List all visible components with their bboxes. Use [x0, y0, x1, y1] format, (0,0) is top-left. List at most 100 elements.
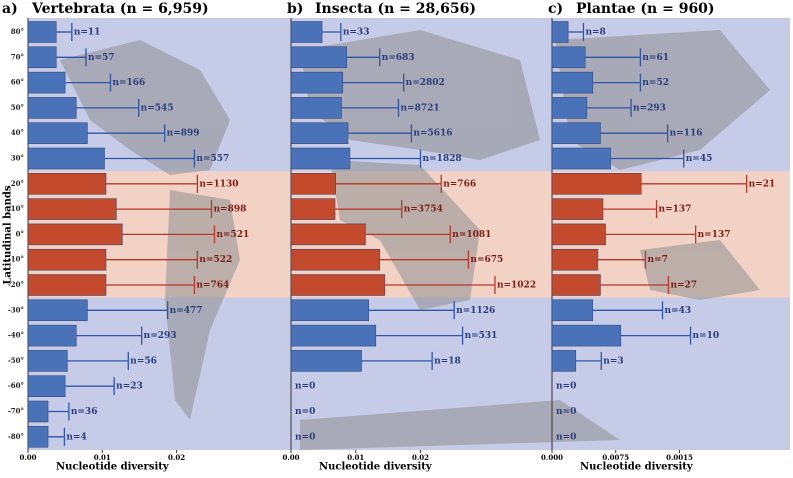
n-label: n=137	[659, 205, 692, 215]
bar	[27, 248, 107, 271]
n-label: n=57	[88, 53, 115, 63]
n-label: n=1126	[456, 306, 495, 316]
x-tick-label: 0.02	[412, 453, 429, 462]
bar	[551, 248, 599, 271]
bar	[290, 122, 349, 144]
bar	[290, 223, 366, 246]
n-label: n=56	[130, 356, 157, 366]
panel-label: a)	[2, 1, 18, 17]
bar	[290, 21, 323, 43]
n-label: n=1022	[497, 281, 536, 291]
bar	[551, 198, 604, 220]
bar	[27, 223, 123, 246]
y-tick-label: 60°	[11, 78, 24, 87]
n-label: n=5616	[413, 129, 452, 139]
n-label: n=899	[167, 129, 200, 139]
bar	[27, 426, 49, 448]
n-label: n=45	[686, 154, 713, 164]
bar	[551, 274, 601, 296]
n-label: n=27	[670, 281, 697, 291]
x-tick-label: 0.00	[282, 453, 299, 462]
bar	[290, 97, 342, 119]
panel-title: Plantae (n = 960)	[576, 1, 715, 17]
n-label: n=61	[642, 53, 669, 63]
bar	[27, 299, 88, 322]
y-tick-label: -60°	[8, 381, 24, 390]
x-axis-label: Nucleotide diversity	[580, 462, 694, 473]
bar	[27, 274, 107, 296]
bar	[27, 122, 88, 144]
x-tick-label: 0.0075	[602, 453, 629, 462]
n-label: n=137	[698, 230, 731, 240]
n-label: n=8	[585, 28, 605, 38]
bar	[290, 299, 369, 322]
bar	[551, 173, 642, 195]
n-label: n=11	[74, 28, 101, 38]
n-label: n=521	[216, 230, 249, 240]
bar	[27, 198, 117, 220]
y-tick-label: -20°	[8, 280, 24, 289]
n-label: n=898	[213, 205, 246, 215]
bar	[290, 71, 344, 94]
y-tick-label: -50°	[8, 356, 24, 365]
bar	[27, 21, 57, 43]
n-label: n=8721	[400, 103, 439, 113]
y-tick-label: -40°	[8, 331, 24, 340]
n-label: n=764	[196, 281, 229, 291]
bar	[27, 71, 66, 94]
bar	[551, 299, 594, 322]
n-label: n=545	[141, 103, 174, 113]
world-map	[60, 30, 770, 450]
n-label: n=0	[295, 432, 315, 442]
bar	[27, 97, 77, 119]
n-label: n=0	[556, 432, 576, 442]
y-tick-label: 80°	[11, 27, 24, 36]
y-tick-label: 40°	[11, 128, 24, 137]
n-label: n=0	[556, 382, 576, 392]
bar	[551, 324, 622, 347]
x-tick-label: 0.00	[19, 453, 36, 462]
n-label: n=1130	[199, 179, 238, 189]
y-tick-label: 70°	[11, 52, 24, 61]
n-label: n=7	[648, 255, 668, 265]
x-tick-label: 0.02	[168, 453, 185, 462]
bar	[551, 21, 569, 43]
bar	[551, 97, 588, 119]
y-tick-label: 30°	[11, 154, 24, 163]
bar	[551, 223, 606, 246]
bar	[290, 147, 351, 170]
n-label: n=4	[66, 432, 86, 442]
n-label: n=23	[116, 382, 143, 392]
n-label: n=2802	[406, 78, 445, 88]
n-label: n=3754	[404, 205, 443, 215]
y-tick-label: 10°	[11, 204, 24, 213]
n-label: n=36	[71, 407, 98, 417]
n-label: n=10	[693, 331, 720, 341]
n-label: n=43	[665, 306, 692, 316]
bar	[551, 71, 594, 94]
n-label: n=52	[642, 78, 669, 88]
bar	[27, 350, 68, 372]
panel-label: c)	[548, 1, 563, 17]
panel-title: Vertebrata (n = 6,959)	[31, 1, 209, 17]
bar	[551, 122, 601, 144]
y-tick-label: 0°	[16, 229, 24, 238]
bar	[551, 147, 611, 170]
n-label: n=0	[295, 407, 315, 417]
n-label: n=1081	[452, 230, 491, 240]
x-tick-label: 0.0015	[666, 453, 693, 462]
bar	[290, 248, 380, 271]
x-tick-label: 0.01	[347, 453, 364, 462]
n-label: n=116	[670, 129, 703, 139]
panel-label: b)	[287, 1, 303, 17]
n-label: n=557	[196, 154, 229, 164]
x-axis-label: Nucleotide diversity	[319, 462, 433, 473]
bar	[290, 46, 347, 69]
y-tick-label: -10°	[8, 255, 24, 264]
bar	[551, 350, 577, 372]
bar	[27, 324, 77, 347]
y-tick-label: -30°	[8, 305, 24, 314]
plots: 80° 70° 60° 50° 40° 30° 20° 10° 0° -10° -20° -30° -4…	[2, 1, 775, 473]
y-axis-label: Latitudinal bands	[3, 185, 14, 284]
